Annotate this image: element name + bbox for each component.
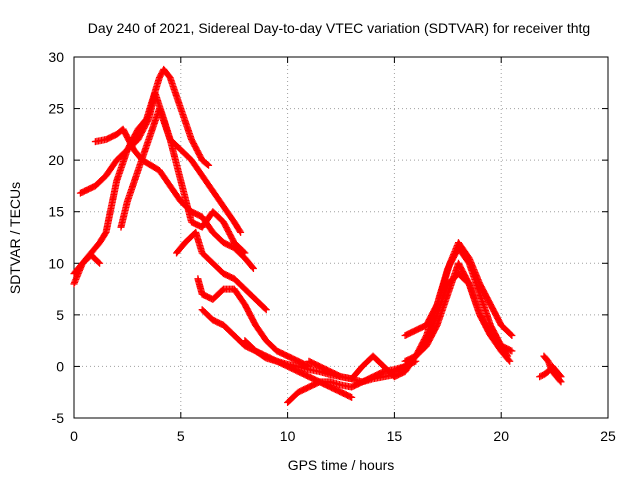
data-point	[249, 264, 257, 272]
plot-frame	[73, 56, 609, 419]
chart-title: Day 240 of 2021, Sidereal Day-to-day VTE…	[88, 20, 590, 36]
data-point	[348, 393, 356, 401]
data-point	[96, 259, 104, 267]
x-axis-label: GPS time / hours	[288, 457, 395, 473]
series-track-12	[401, 239, 516, 339]
data-points	[70, 65, 565, 407]
data-point	[261, 305, 269, 313]
series-track-4	[117, 105, 249, 257]
data-point	[506, 357, 514, 365]
y-tick-label: 5	[56, 307, 64, 323]
y-axis-label: SDTVAR / TECUs	[7, 182, 23, 294]
series-track-7	[194, 275, 313, 370]
data-point	[205, 161, 213, 169]
x-tick-label: 10	[280, 428, 296, 444]
y-tick-label: 0	[56, 358, 64, 374]
data-point	[505, 356, 513, 364]
data-point	[262, 306, 270, 314]
x-tick-label: 20	[493, 428, 509, 444]
data-point	[508, 331, 516, 339]
data-point	[557, 373, 565, 381]
x-tick-label: 0	[70, 428, 78, 444]
y-tick-label: 20	[48, 152, 64, 168]
y-tick-label: 15	[48, 204, 64, 220]
grid-lines	[74, 57, 608, 418]
data-point	[237, 228, 245, 236]
data-point	[241, 249, 249, 257]
data-point	[236, 227, 244, 235]
data-point	[556, 372, 564, 380]
x-tick-label: 15	[387, 428, 403, 444]
y-tick-label: 30	[48, 49, 64, 65]
axis-ticks: 0 5 10 15 20 25 -5 0 5 10 15 20 25 30	[48, 49, 616, 444]
y-tick-label: 25	[48, 101, 64, 117]
data-point	[95, 258, 103, 266]
x-tick-label: 5	[177, 428, 185, 444]
data-point	[508, 347, 516, 355]
x-tick-label: 25	[600, 428, 616, 444]
y-tick-label: 10	[48, 255, 64, 271]
series-track-16	[536, 362, 565, 381]
series-track-6	[173, 228, 270, 314]
data-point	[204, 160, 211, 168]
data-point	[240, 248, 248, 256]
data-point	[248, 263, 256, 271]
series-track-14	[401, 270, 516, 365]
series-track-5	[70, 251, 104, 278]
data-point	[507, 330, 515, 338]
y-tick-label: -5	[52, 410, 65, 426]
